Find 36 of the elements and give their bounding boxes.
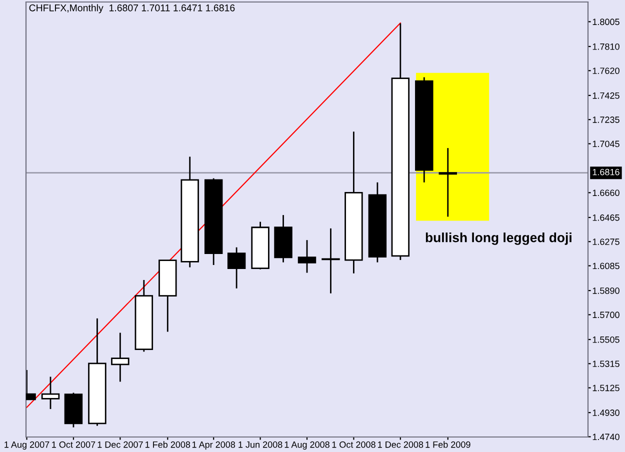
ref-line-label: 1.6816 <box>592 168 620 176</box>
x-tick-label: 1 Oct 2007 <box>52 441 96 448</box>
annotation: bullish long legged doji <box>426 232 572 245</box>
candlestick <box>322 228 340 294</box>
y-tick-label: 1.6085 <box>592 262 620 270</box>
x-tick-label: 1 Aug 2007 <box>4 441 50 450</box>
y-tick-label: 1.5315 <box>592 360 620 368</box>
y-tick-label: 1.6275 <box>592 238 620 245</box>
candlestick <box>438 147 457 218</box>
y-tick-label: 1.7620 <box>592 68 620 74</box>
y-tick-label: 1.7810 <box>592 43 620 50</box>
y-tick-label: 1.7045 <box>592 140 620 148</box>
y-tick-label: 1.5700 <box>592 312 620 318</box>
x-tick-label: 1 Oct 2008 <box>332 441 376 448</box>
x-tick-label: 1 Aug 2008 <box>284 441 330 450</box>
y-tick-label: 1.5505 <box>592 336 620 343</box>
y-tick-label: 1.7425 <box>592 92 620 99</box>
y-tick-label: 1.4930 <box>592 410 620 416</box>
y-tick-label: 1.5890 <box>592 288 620 294</box>
x-tick-label: 1 Feb 2008 <box>146 441 190 448</box>
candlestick <box>111 332 130 382</box>
candlestick <box>227 246 246 290</box>
x-tick-label: 1 Apr 2008 <box>192 441 236 450</box>
chart-title: CHFLFX,Monthly 1.6807 1.7011 1.6471 1.6816 <box>29 4 235 14</box>
y-tick-label: 1.7235 <box>592 116 620 123</box>
y-tick-label: 1.5125 <box>592 384 620 392</box>
x-tick-label: 1 Jun 2008 <box>238 441 282 448</box>
candlestick <box>298 239 316 274</box>
y-tick-label: 1.8005 <box>592 18 620 26</box>
x-tick-label: 1 Dec 2008 <box>378 441 424 448</box>
y-tick-label: 1.4740 <box>592 434 620 440</box>
y-tick-label: 1.6660 <box>592 190 620 196</box>
y-tick-label: 1.6465 <box>592 214 620 221</box>
x-tick-label: 1 Dec 2007 <box>98 441 143 448</box>
candlestick <box>41 376 60 410</box>
x-tick-label: 1 Feb 2009 <box>426 441 470 448</box>
